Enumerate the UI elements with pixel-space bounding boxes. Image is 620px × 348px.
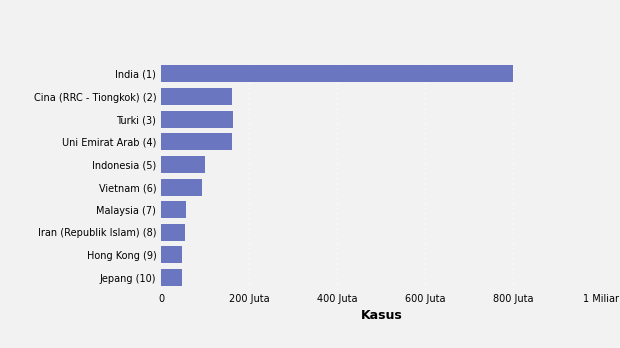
Bar xyxy=(161,269,182,286)
X-axis label: Kasus: Kasus xyxy=(360,309,402,322)
Bar xyxy=(161,133,232,150)
Bar xyxy=(161,88,232,105)
Bar xyxy=(161,224,185,241)
Bar xyxy=(161,179,202,196)
Bar xyxy=(161,156,205,173)
Bar xyxy=(161,246,182,263)
Bar xyxy=(161,65,513,82)
Bar xyxy=(161,201,186,218)
Bar xyxy=(161,111,232,128)
